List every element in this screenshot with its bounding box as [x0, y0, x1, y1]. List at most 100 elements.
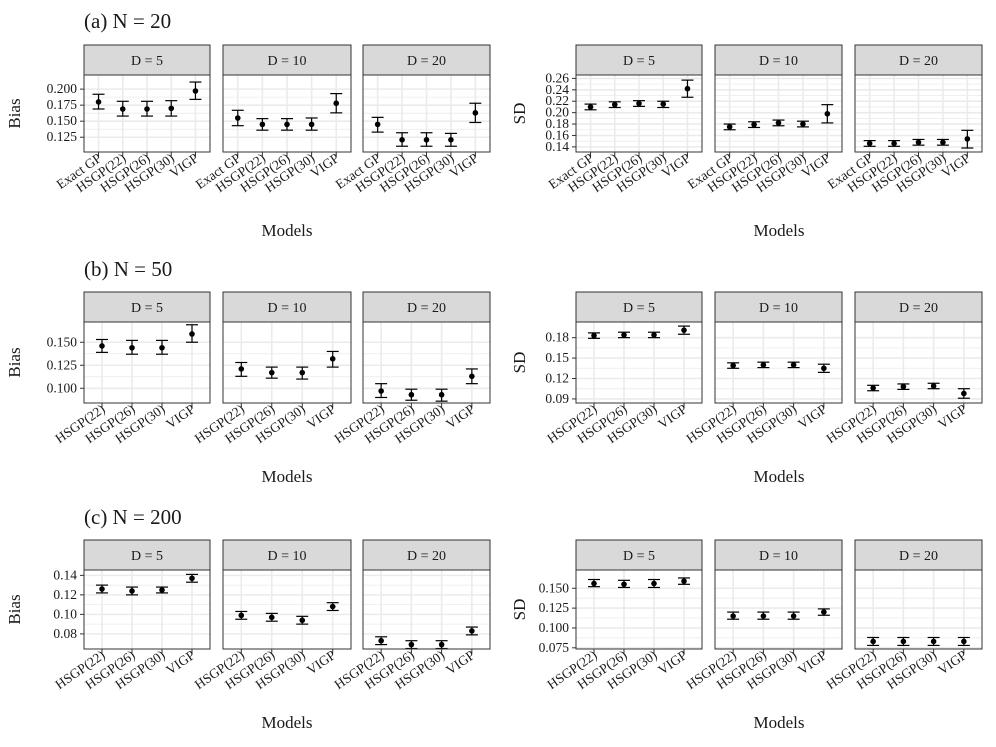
x-tick-label: VIGP: [304, 647, 338, 677]
y-tick-label: 0.15: [545, 350, 569, 365]
data-point: [821, 365, 827, 372]
data-point: [790, 613, 797, 619]
x-tick-label: VIGP: [443, 647, 477, 677]
chart-1-left: (b) N = 50 Bias 0.100 0.125 0.150 Models D = 5…: [5, 257, 491, 486]
facet-strip-label: D = 20: [899, 549, 938, 564]
y-tick-label: 0.200: [47, 81, 78, 96]
data-point: [591, 580, 597, 587]
chart-0-right: SD 0.140.160.180.200.220.240.26 Models D = …: [510, 44, 983, 240]
x-axis-label: Models: [262, 221, 313, 240]
x-tick-label: VIGP: [939, 150, 973, 180]
y-tick-label: 0.100: [47, 380, 78, 395]
panel-border: [854, 569, 983, 650]
facet-strip-label: D = 5: [623, 549, 655, 564]
data-point: [611, 101, 618, 108]
data-point: [587, 104, 594, 110]
data-point: [438, 391, 445, 398]
facet-strip-label: D = 5: [623, 301, 655, 316]
x-tick-label: VIGP: [935, 647, 969, 677]
y-tick-label: 0.18: [545, 330, 569, 345]
data-point: [99, 586, 105, 592]
y-tick-label: 0.22: [545, 93, 569, 108]
chart-2-right: SD 0.075 0.100 0.125 0.150 Models D = 5HSGP(22…: [510, 539, 983, 732]
facet-strip: [714, 539, 843, 571]
facet-strip-label: D = 10: [759, 549, 798, 564]
data-point: [775, 120, 782, 126]
data-point: [268, 614, 275, 621]
facet-strip: [714, 291, 843, 323]
data-point: [730, 362, 736, 369]
y-tick-label: 0.075: [539, 640, 570, 655]
data-point: [900, 383, 907, 390]
data-point: [621, 332, 627, 338]
y-axis-label: SD: [510, 599, 529, 621]
y-axis-label: Bias: [5, 98, 24, 128]
data-point: [591, 332, 597, 339]
data-point: [95, 99, 102, 105]
panel-background: [363, 570, 490, 649]
facet-strip: [854, 291, 983, 323]
data-point: [238, 612, 245, 619]
panel-border: [575, 569, 703, 650]
data-point: [866, 140, 873, 147]
panel-background: [84, 322, 210, 403]
y-axis-label: SD: [510, 352, 529, 374]
data-point: [730, 613, 736, 619]
facet-strip-label: D = 10: [759, 301, 798, 316]
data-point: [378, 637, 384, 644]
facet-strip: [714, 44, 843, 76]
data-point: [760, 613, 767, 619]
facet-strip: [83, 44, 211, 76]
y-tick-label: 0.24: [545, 82, 569, 97]
x-tick-label: VIGP: [167, 150, 201, 180]
data-point: [329, 603, 336, 610]
data-point: [438, 641, 445, 648]
data-point: [681, 327, 687, 333]
data-point: [469, 628, 475, 634]
y-tick-label: 0.125: [47, 357, 78, 372]
data-point: [374, 121, 381, 128]
data-point: [751, 121, 757, 128]
y-tick-label: 0.125: [539, 600, 570, 615]
data-point: [238, 366, 245, 372]
facet-strip: [83, 539, 211, 571]
panel-border: [362, 569, 491, 650]
facet-strip: [83, 291, 211, 323]
data-point: [651, 332, 657, 338]
data-point: [129, 588, 135, 594]
panel-background: [576, 570, 702, 649]
x-tick-label: VIGP: [163, 401, 197, 431]
x-tick-label: VIGP: [655, 647, 689, 677]
data-point: [660, 101, 667, 107]
data-point: [469, 373, 475, 380]
data-point: [99, 343, 105, 349]
data-point: [891, 140, 897, 147]
panel-background: [855, 322, 982, 403]
data-point: [299, 617, 306, 624]
x-tick-label: VIGP: [795, 401, 829, 431]
data-point: [760, 362, 767, 368]
facet-strip-label: D = 10: [267, 54, 306, 69]
data-point: [329, 356, 336, 362]
data-point: [964, 136, 971, 142]
facet-strip-label: D = 10: [759, 54, 798, 69]
data-point: [900, 638, 907, 645]
data-point: [408, 641, 415, 648]
data-point: [268, 369, 275, 376]
y-tick-label: 0.150: [47, 334, 78, 349]
y-tick-label: 0.14: [545, 139, 569, 154]
data-point: [684, 85, 691, 92]
panel-background: [363, 322, 490, 403]
x-axis-label: Models: [754, 467, 805, 486]
data-point: [961, 638, 967, 645]
